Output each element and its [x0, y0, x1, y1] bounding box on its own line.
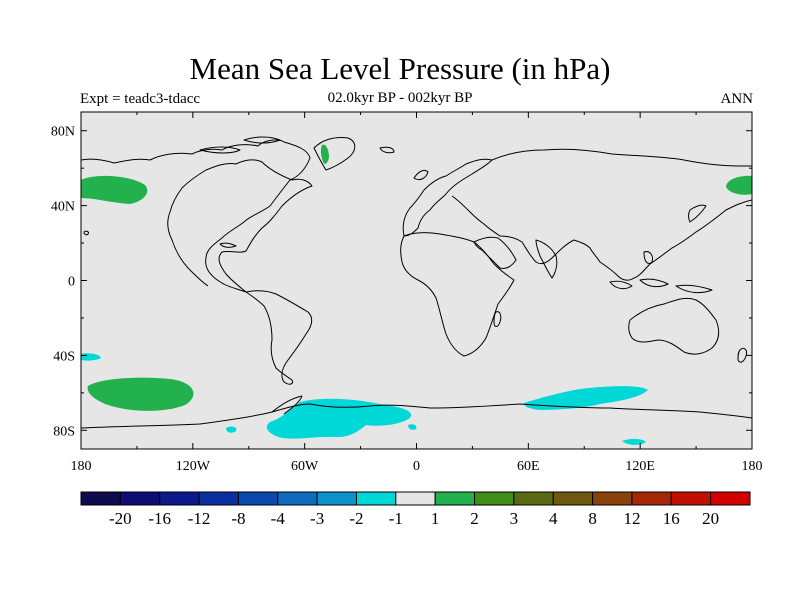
- colorbar-swatch: [434, 491, 476, 506]
- colorbar-swatch: [592, 491, 633, 506]
- indian-ocean-negative-anomaly: [524, 386, 648, 410]
- colorbar-swatch: [316, 491, 357, 506]
- period-label: 02.0kyr BP - 002kyr BP: [327, 90, 473, 106]
- colorbar-label: -16: [148, 509, 171, 528]
- map-contents: [81, 136, 752, 445]
- colorbar-swatch: [198, 491, 239, 506]
- colorbar-label: 2: [470, 509, 479, 528]
- coastline-new-zealand: [737, 347, 747, 363]
- lon-tick-label: 60W: [291, 459, 319, 474]
- greenland-positive-anomaly: [320, 144, 329, 164]
- colorbar-swatch: [159, 491, 200, 506]
- lon-tick-label: 180: [742, 459, 763, 474]
- colorbar-label: 3: [510, 509, 519, 528]
- lat-tick-label: 80N: [51, 125, 75, 140]
- colorbar-swatch: [277, 491, 318, 506]
- colorbar-label: 20: [702, 509, 719, 528]
- experiment-label: Expt = teadc3-tdacc: [80, 91, 201, 107]
- colorbar-label: -20: [109, 509, 132, 528]
- coastline-greenland: [313, 137, 356, 171]
- coastline-arabia: [473, 236, 517, 269]
- colorbar-label: -8: [231, 509, 245, 528]
- longitude-axis: 180 120W 60W 0 60E 120E 180: [71, 112, 763, 474]
- coastline-arctic-islands: [199, 136, 395, 154]
- north-pacific-positive-anomaly-east: [726, 175, 752, 195]
- north-pacific-positive-anomaly: [81, 175, 148, 204]
- colorbar-swatch: [670, 491, 712, 506]
- colorbar-label: -2: [349, 509, 363, 528]
- colorbar-swatch: [355, 491, 397, 506]
- coastline-east-america-islands: [83, 230, 237, 248]
- coastline-india: [535, 239, 558, 279]
- colorbar-swatch: [710, 491, 751, 506]
- coastline-antarctica: [81, 403, 752, 429]
- lon-tick-label: 60E: [517, 459, 540, 474]
- coastline-asia: [451, 148, 752, 281]
- lon-tick-label: 120E: [625, 459, 655, 474]
- south-pacific-positive-anomaly: [87, 377, 194, 411]
- colorbar-label: -3: [310, 509, 324, 528]
- coastlines: [81, 136, 752, 429]
- coastline-north-america: [81, 139, 313, 293]
- lat-tick-label: 0: [68, 275, 75, 290]
- weddell-negative-anomaly: [266, 398, 411, 439]
- latitude-axis: 80N 40N 0 40S 80S: [51, 125, 752, 439]
- colorbar-label: 16: [663, 509, 680, 528]
- coastline-antarctic-peninsula: [271, 395, 303, 415]
- season-label: ANN: [720, 91, 754, 107]
- colorbar-swatch: [513, 491, 554, 506]
- lon-tick-label: 120W: [176, 459, 211, 474]
- ross-sea-negative-anomaly: [408, 424, 417, 430]
- anomaly-shading: [81, 144, 752, 445]
- colorbar-label: 8: [588, 509, 597, 528]
- lat-tick-label: 40N: [51, 200, 75, 215]
- weddell-negative-anomaly-west: [226, 426, 237, 433]
- colorbar: -20 -16 -12 -8 -4 -3 -2 -1 1 2 3 4 8 12 16 20: [80, 491, 751, 528]
- colorbar-label: 1: [431, 509, 440, 528]
- colorbar-label: 4: [549, 509, 558, 528]
- coastline-australia: [628, 297, 720, 355]
- coastline-japan: [688, 204, 707, 223]
- colorbar-label: -12: [188, 509, 211, 528]
- colorbar-swatch: [552, 491, 594, 506]
- colorbar-label: -1: [389, 509, 403, 528]
- colorbar-swatch: [631, 491, 672, 506]
- coastline-south-america: [245, 290, 313, 385]
- lat-tick-label: 80S: [53, 424, 75, 439]
- colorbar-label: -4: [271, 509, 286, 528]
- colorbar-label: 12: [623, 509, 640, 528]
- lon-tick-label: 180: [71, 459, 92, 474]
- colorbar-swatch: [395, 491, 436, 506]
- colorbar-swatch: [237, 491, 279, 506]
- coastline-madagascar: [493, 311, 502, 327]
- colorbar-swatch: [119, 491, 161, 506]
- colorbar-swatch: [80, 491, 121, 506]
- chart-title: Mean Sea Level Pressure (in hPa): [189, 51, 611, 86]
- coastline-indonesia: [609, 251, 713, 294]
- lat-tick-label: 40S: [53, 349, 75, 364]
- lon-tick-label: 0: [413, 459, 420, 474]
- colorbar-swatch: [474, 491, 515, 506]
